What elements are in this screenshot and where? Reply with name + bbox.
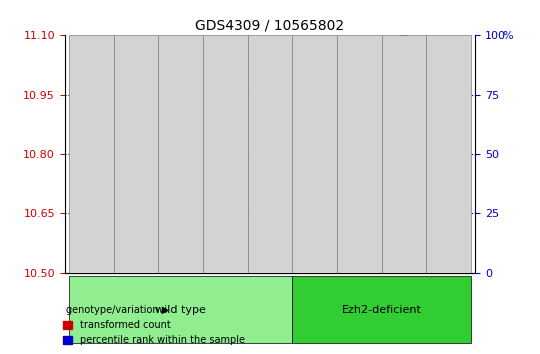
Bar <box>303 198 326 273</box>
FancyBboxPatch shape <box>248 35 292 273</box>
FancyBboxPatch shape <box>337 35 382 273</box>
Point <box>310 37 319 43</box>
Text: Ezh2-deficient: Ezh2-deficient <box>342 305 421 315</box>
Bar <box>125 245 147 273</box>
Bar <box>348 219 370 273</box>
Point <box>87 37 96 43</box>
Point <box>177 40 185 45</box>
Bar <box>214 103 237 273</box>
FancyBboxPatch shape <box>69 276 292 343</box>
FancyBboxPatch shape <box>158 35 203 273</box>
Point <box>400 35 408 41</box>
Point <box>132 37 140 43</box>
FancyBboxPatch shape <box>69 35 114 273</box>
Bar <box>393 39 415 273</box>
Bar <box>170 245 192 273</box>
Text: genotype/variation ▶: genotype/variation ▶ <box>66 305 169 315</box>
FancyBboxPatch shape <box>292 35 337 273</box>
Bar <box>437 239 460 273</box>
FancyBboxPatch shape <box>203 35 248 273</box>
Y-axis label: %: % <box>503 31 514 41</box>
Legend: transformed count, percentile rank within the sample: transformed count, percentile rank withi… <box>59 316 249 349</box>
Bar <box>259 211 281 273</box>
Title: GDS4309 / 10565802: GDS4309 / 10565802 <box>195 19 345 33</box>
Bar <box>80 186 103 273</box>
Point <box>221 37 230 43</box>
Point <box>266 37 274 43</box>
FancyBboxPatch shape <box>382 35 426 273</box>
Point <box>444 37 453 43</box>
FancyBboxPatch shape <box>292 276 471 343</box>
FancyBboxPatch shape <box>114 35 158 273</box>
FancyBboxPatch shape <box>426 35 471 273</box>
Text: wild type: wild type <box>156 305 206 315</box>
Point <box>355 37 363 43</box>
